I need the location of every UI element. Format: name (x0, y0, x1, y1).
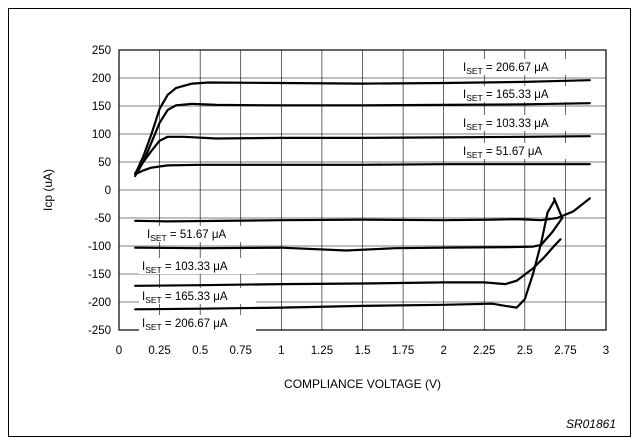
series-line-5 (134, 197, 564, 252)
series-label-0: ISET = 206.67 μA (463, 62, 549, 76)
y-tick-label: -100 (88, 241, 111, 253)
chart-frame (8, 8, 631, 437)
x-tick-label: 3 (603, 345, 609, 357)
figure-id: SR01861 (566, 417, 616, 431)
x-tick-label: 1.75 (392, 345, 414, 357)
y-tick-label: 100 (92, 129, 111, 141)
series-line-3 (134, 163, 591, 176)
series-label-6: ISET = 165.33 μA (142, 291, 228, 305)
series-labels: ISET = 206.67 μA ISET = 165.33 μA ISET = 1… (139, 59, 577, 332)
y-tick-label: -250 (88, 325, 111, 337)
y-tick-label: 0 (105, 185, 111, 197)
series-group (134, 79, 591, 311)
y-tick-label: 50 (98, 157, 111, 169)
x-tick-label: 2 (440, 345, 446, 357)
series-line-1 (134, 102, 591, 178)
series-line-4 (134, 197, 591, 223)
series-line-0 (134, 79, 591, 176)
series-label-5: ISET = 103.33 μA (142, 261, 228, 275)
series-label-2: ISET = 103.33 μA (463, 118, 549, 132)
x-tick-label: 0.25 (148, 345, 170, 357)
y-tick-label: 150 (92, 101, 111, 113)
y-tick-label: -200 (88, 297, 111, 309)
x-tick-label: 1.5 (355, 345, 371, 357)
y-axis-label: Icp (uA) (41, 169, 55, 211)
series-label-background (139, 258, 256, 274)
y-tick-label: -150 (88, 269, 111, 281)
series-label-background (460, 115, 577, 131)
series-label-4: ISET = 51.67 μA (147, 229, 226, 243)
series-label-background (460, 86, 577, 102)
x-tick-label: 2.75 (554, 345, 576, 357)
series-label-7: ISET = 206.67 μA (142, 318, 228, 332)
plot-area-border (118, 49, 607, 331)
series-label-background (144, 226, 261, 242)
x-axis-label: COMPLIANCE VOLTAGE (V) (284, 377, 441, 391)
y-tick-label: 250 (92, 45, 111, 57)
series-label-background (460, 59, 577, 75)
series-label-background (139, 315, 256, 331)
x-tick-label: 2.5 (517, 345, 533, 357)
x-tick-label: 0 (116, 345, 122, 357)
series-line-6 (134, 238, 562, 287)
series-label-background (139, 288, 256, 304)
series-label-background (460, 143, 577, 159)
series-label-1: ISET = 165.33 μA (463, 89, 549, 103)
series-line-2 (134, 135, 591, 175)
x-tick-label: 2.25 (473, 345, 495, 357)
x-tick-labels: 0 0.25 0.5 0.75 1 1.25 1.5 1.75 2 2.25 2.5 2.75 3 (116, 345, 609, 357)
x-tick-label: 0.75 (230, 345, 252, 357)
x-tick-label: 0.5 (192, 345, 208, 357)
x-tick-label: 1.25 (311, 345, 333, 357)
series-label-3: ISET = 51.67 μA (463, 146, 542, 160)
y-tick-label: -50 (94, 213, 111, 225)
y-tick-label: 200 (92, 73, 111, 85)
series-line-7 (134, 200, 556, 311)
y-tick-labels: 250 200 150 100 50 0 -50 -100 -150 -200 -250 (88, 45, 111, 337)
x-tick-label: 1 (278, 345, 284, 357)
